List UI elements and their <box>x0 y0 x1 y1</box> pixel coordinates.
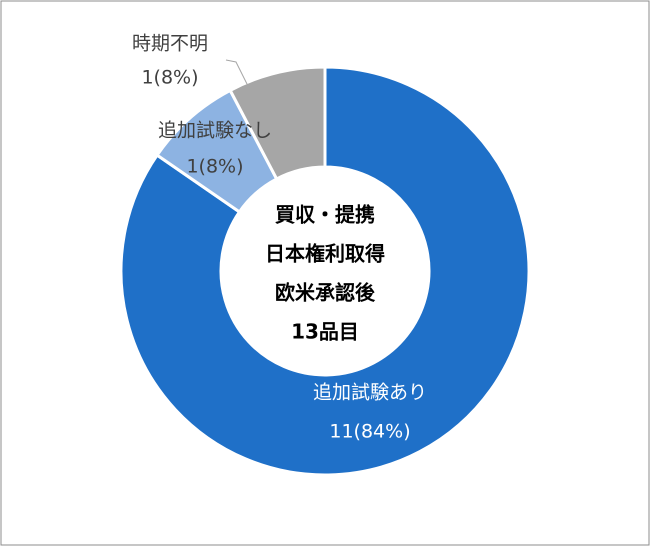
value-label: 1(8%) <box>141 67 198 89</box>
center-text: 欧米承認後 <box>275 281 376 305</box>
category-label: 時期不明 <box>132 33 208 55</box>
center-text: 日本権利取得 <box>265 242 385 266</box>
value-label: 11(84%) <box>329 421 410 443</box>
leader-line <box>225 59 249 87</box>
center-text: 買収・提携 <box>275 203 375 227</box>
center-text: 13品目 <box>291 320 359 344</box>
donut-slice <box>228 65 327 181</box>
category-label: 追加試験なし <box>158 120 272 142</box>
value-label: 1(8%) <box>186 156 243 178</box>
donut-slice <box>119 65 531 477</box>
category-label: 追加試験あり <box>313 382 427 404</box>
